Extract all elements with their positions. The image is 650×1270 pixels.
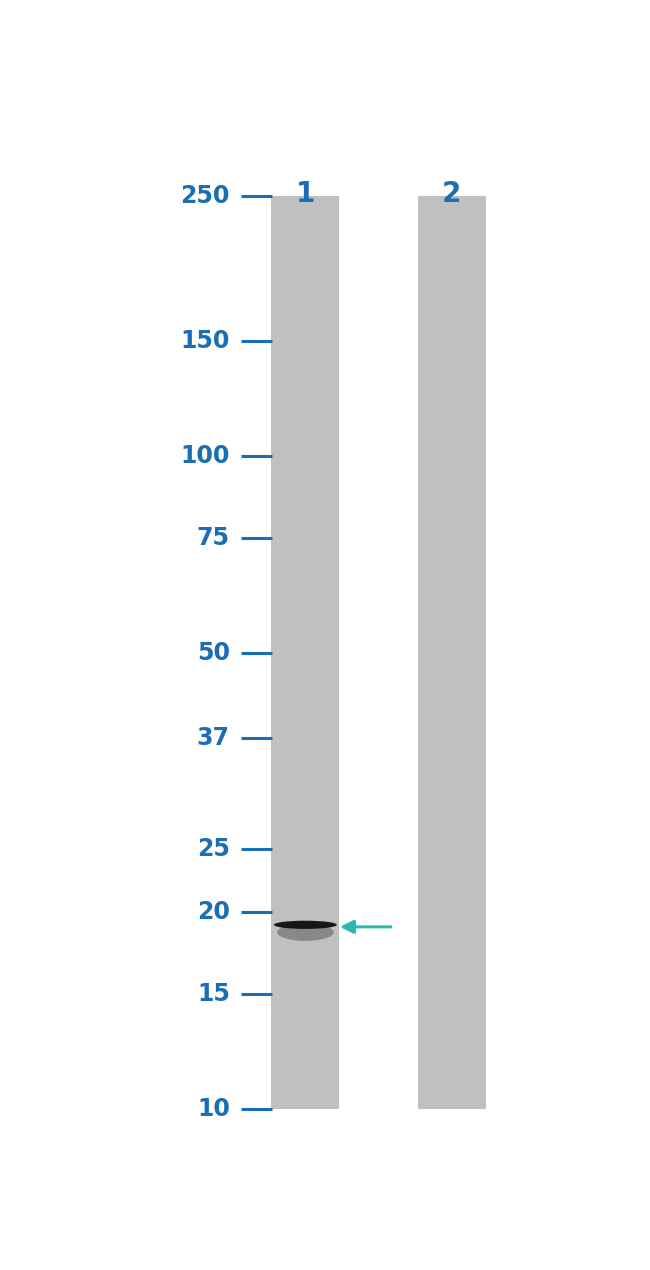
Text: 20: 20 bbox=[197, 900, 230, 925]
Text: 50: 50 bbox=[197, 640, 230, 664]
Text: 10: 10 bbox=[197, 1097, 230, 1121]
Text: 1: 1 bbox=[296, 180, 315, 208]
Bar bbox=[272, 197, 339, 1109]
Text: 150: 150 bbox=[181, 329, 230, 353]
Ellipse shape bbox=[277, 923, 333, 941]
Text: 2: 2 bbox=[442, 180, 462, 208]
Text: 250: 250 bbox=[181, 184, 230, 208]
Ellipse shape bbox=[274, 921, 337, 928]
Text: 15: 15 bbox=[197, 982, 230, 1006]
Text: 75: 75 bbox=[197, 526, 230, 550]
Bar bbox=[417, 197, 486, 1109]
Text: 25: 25 bbox=[197, 837, 230, 861]
Text: 100: 100 bbox=[181, 444, 230, 469]
Text: 37: 37 bbox=[197, 726, 230, 751]
